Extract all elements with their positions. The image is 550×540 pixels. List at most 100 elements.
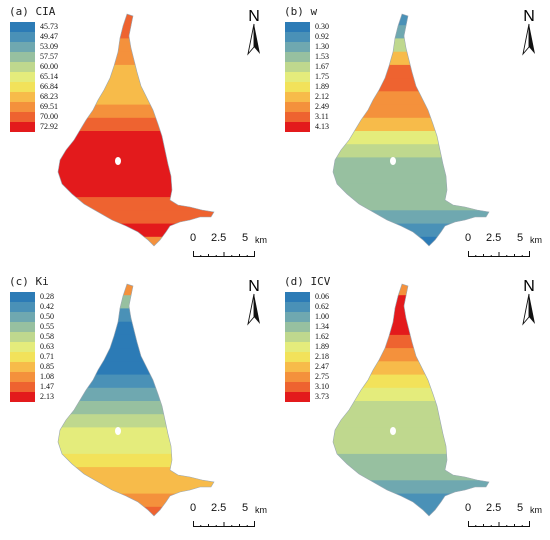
legend-value: 45.73 <box>40 22 58 31</box>
legend-item: 45.73 <box>10 22 58 32</box>
value-zone <box>58 308 214 323</box>
legend-item: 1.89 <box>285 342 329 352</box>
scale-unit: km <box>255 505 267 515</box>
scale-label-0: 0 <box>190 502 197 514</box>
scale-label-0: 0 <box>465 232 472 244</box>
legend-value: 1.08 <box>40 372 54 381</box>
lake-outline <box>332 13 490 247</box>
value-zone <box>58 414 214 428</box>
legend-value: 0.58 <box>40 332 54 341</box>
legend-value: 57.57 <box>40 52 58 61</box>
lake-outline <box>57 283 215 517</box>
north-label: N <box>523 8 535 25</box>
legend-item: 65.14 <box>10 72 58 82</box>
legend-swatch <box>285 392 310 402</box>
legend-item: 68.23 <box>10 92 58 102</box>
legend-swatch <box>10 352 35 362</box>
legend-item: 0.62 <box>285 302 329 312</box>
legend-swatch <box>285 82 310 92</box>
value-zone <box>58 387 214 402</box>
legend-swatch <box>10 122 35 132</box>
legend-swatch <box>285 22 310 32</box>
value-zone <box>333 401 489 415</box>
scale-unit: km <box>530 235 542 245</box>
value-zone <box>58 157 214 172</box>
legend-value: 2.12 <box>315 92 329 101</box>
legend-item: 1.53 <box>285 52 329 62</box>
map-panel-cia: (a) CIA 45.73 49.47 53.09 57.57 60.00 65.14 66.… <box>0 0 275 270</box>
scale-bar: 0 2.5 5 km <box>458 232 548 264</box>
legend-swatch <box>10 302 35 312</box>
legend-item: 70.00 <box>10 112 58 122</box>
value-zone <box>333 78 489 92</box>
value-zone <box>333 104 489 119</box>
legend-value: 3.11 <box>315 112 329 121</box>
value-zone <box>333 25 489 39</box>
legend-swatch <box>10 102 35 112</box>
legend-item: 1.08 <box>10 372 54 382</box>
value-zone <box>58 440 214 455</box>
legend-value: 70.00 <box>40 112 58 121</box>
value-zone <box>58 91 214 106</box>
legend-item: 72.92 <box>10 122 58 132</box>
legend: 0.30 0.92 1.30 1.53 1.67 1.75 1.89 2.12 2.49 3.11… <box>285 22 329 132</box>
island <box>115 157 121 165</box>
lake-map <box>57 283 215 517</box>
legend-item: 1.67 <box>285 62 329 72</box>
legend-swatch <box>10 62 35 72</box>
legend-value: 2.13 <box>40 392 54 401</box>
legend: 0.28 0.42 0.50 0.55 0.58 0.63 0.71 0.85 1.08 1.47… <box>10 292 54 402</box>
value-zone <box>333 361 489 376</box>
legend-item: 2.47 <box>285 362 329 372</box>
scale-label-5: 5 <box>517 232 524 244</box>
legend-value: 3.10 <box>315 382 329 391</box>
scale-bar: 0 2.5 5 km <box>183 502 273 534</box>
legend-swatch <box>10 82 35 92</box>
legend-item: 1.00 <box>285 312 329 322</box>
value-zone <box>58 14 214 26</box>
legend-item: 2.13 <box>10 392 54 402</box>
value-zone <box>58 284 214 296</box>
legend-item: 1.62 <box>285 332 329 342</box>
value-zone <box>333 14 489 26</box>
legend-swatch <box>285 112 310 122</box>
value-zone <box>333 427 489 442</box>
value-zone <box>333 440 489 455</box>
legend-value: 0.06 <box>315 292 329 301</box>
legend-value: 53.09 <box>40 42 58 51</box>
legend-swatch <box>285 332 310 342</box>
legend-value: 2.75 <box>315 372 329 381</box>
value-zone <box>58 38 214 53</box>
legend-item: 69.51 <box>10 102 58 112</box>
legend-item: 66.84 <box>10 82 58 92</box>
legend-value: 0.55 <box>40 322 54 331</box>
legend-swatch <box>10 332 35 342</box>
scale-label-0: 0 <box>190 232 197 244</box>
scale-label-0: 0 <box>465 502 472 514</box>
legend-item: 1.75 <box>285 72 329 82</box>
north-arrow-icon: N <box>240 276 268 328</box>
lake-map <box>57 13 215 247</box>
legend-swatch <box>10 312 35 322</box>
legend-value: 0.28 <box>40 292 54 301</box>
legend-item: 2.75 <box>285 372 329 382</box>
lake-outline <box>332 283 490 517</box>
legend-value: 1.34 <box>315 322 329 331</box>
legend-value: 0.42 <box>40 302 54 311</box>
legend-swatch <box>285 292 310 302</box>
scale-label-2-5: 2.5 <box>486 232 502 244</box>
value-zone <box>58 117 214 132</box>
legend-item: 1.89 <box>285 82 329 92</box>
value-zone <box>333 348 489 362</box>
legend-value: 1.00 <box>315 312 329 321</box>
legend-swatch <box>10 372 35 382</box>
legend-value: 0.30 <box>315 22 329 31</box>
value-zone <box>58 197 214 211</box>
legend-item: 0.42 <box>10 302 54 312</box>
legend-swatch <box>10 292 35 302</box>
legend-swatch <box>285 52 310 62</box>
lake-map <box>332 283 490 517</box>
value-zone <box>333 387 489 402</box>
legend-swatch <box>285 322 310 332</box>
scale-unit: km <box>530 505 542 515</box>
